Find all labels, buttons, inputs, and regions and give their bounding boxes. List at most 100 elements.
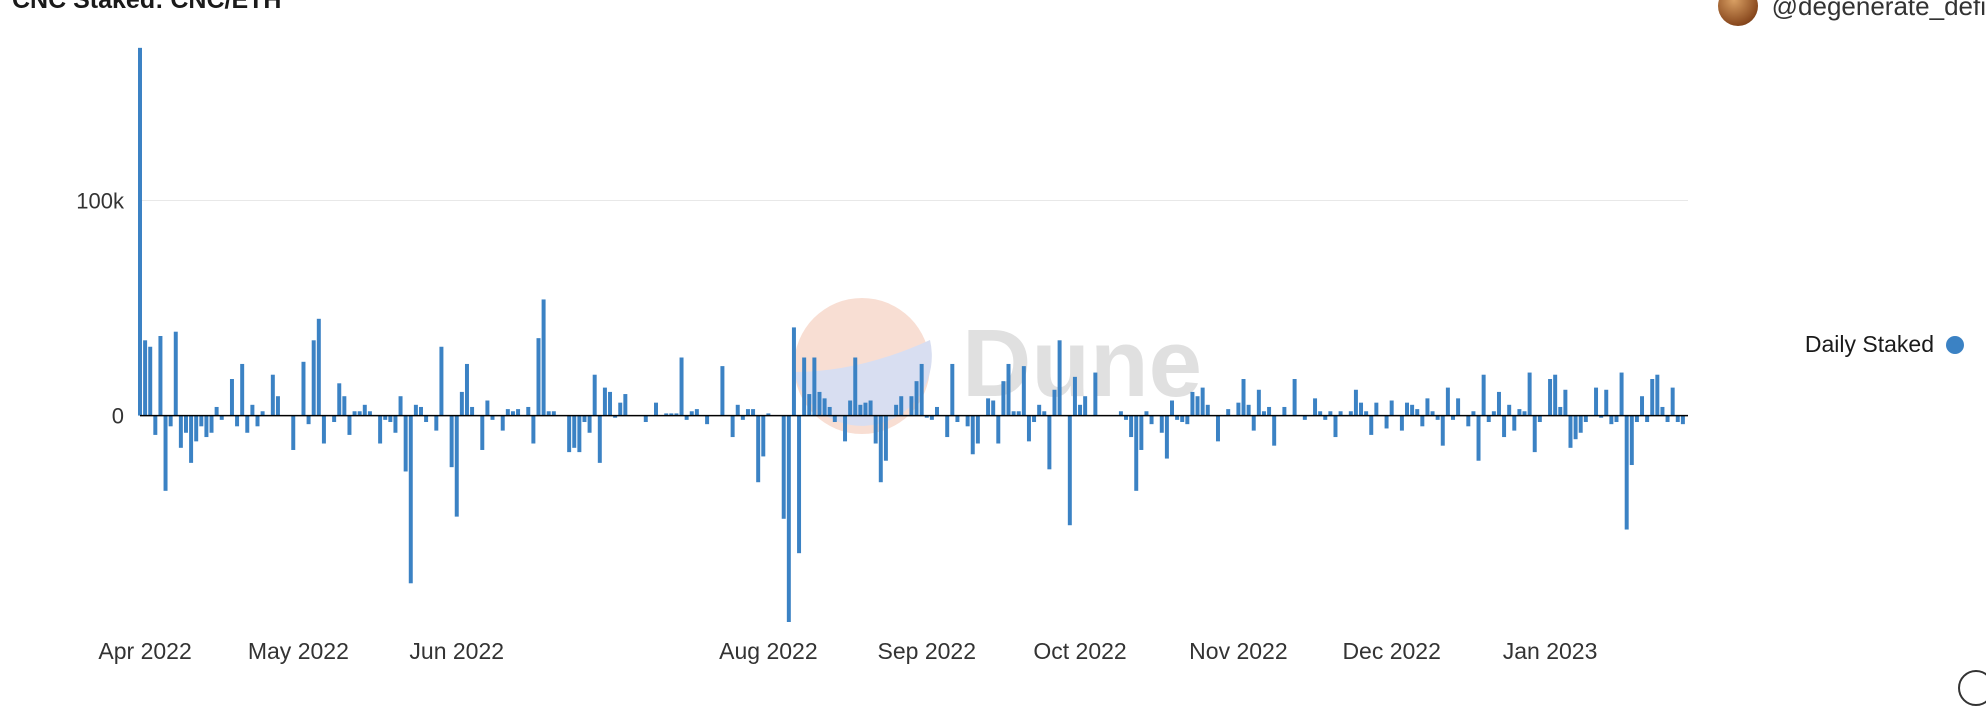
bar[interactable] [1502, 415, 1507, 438]
bar[interactable] [1440, 415, 1445, 446]
bar[interactable] [158, 336, 163, 416]
bar[interactable] [894, 404, 899, 416]
bar[interactable] [1093, 372, 1098, 416]
bar[interactable] [178, 415, 183, 448]
bar[interactable] [541, 299, 546, 416]
bar[interactable] [791, 327, 796, 416]
bar[interactable] [148, 346, 153, 416]
bar[interactable] [255, 415, 260, 427]
bar[interactable] [1435, 415, 1440, 420]
bar[interactable] [1634, 415, 1639, 423]
bar[interactable] [531, 415, 536, 444]
bar[interactable] [1032, 415, 1037, 423]
bar[interactable] [848, 400, 853, 416]
bar[interactable] [827, 406, 832, 416]
bar[interactable] [766, 413, 771, 416]
bar[interactable] [1655, 374, 1660, 416]
bar[interactable] [408, 415, 413, 584]
bar[interactable] [439, 346, 444, 416]
bar[interactable] [1175, 415, 1180, 420]
legend[interactable]: Daily Staked [1805, 331, 1964, 358]
bar[interactable] [1527, 372, 1532, 416]
bar[interactable] [1323, 415, 1328, 420]
bar[interactable] [1619, 372, 1624, 416]
bar[interactable] [577, 415, 582, 453]
bar[interactable] [199, 415, 204, 427]
bar[interactable] [1532, 415, 1537, 453]
bar[interactable] [863, 402, 868, 416]
bar[interactable] [1456, 398, 1461, 416]
bar[interactable] [975, 415, 980, 444]
check-icon[interactable] [1958, 670, 1986, 706]
bar[interactable] [1134, 415, 1139, 491]
bar[interactable] [1052, 389, 1057, 416]
bar[interactable] [1118, 411, 1123, 416]
bar[interactable] [812, 357, 817, 416]
bar[interactable] [1185, 415, 1190, 425]
legend-label-daily-staked[interactable]: Daily Staked [1804, 331, 1934, 357]
bar[interactable] [899, 396, 904, 416]
bar[interactable] [1333, 415, 1338, 438]
bar[interactable] [1047, 415, 1052, 470]
bar[interactable] [1384, 415, 1389, 429]
bar[interactable] [950, 363, 955, 416]
bar[interactable] [1037, 404, 1042, 416]
bar[interactable] [935, 406, 939, 416]
bar[interactable] [1405, 402, 1409, 416]
bar[interactable] [403, 415, 408, 472]
bar[interactable] [1645, 415, 1650, 423]
bar[interactable] [608, 391, 613, 416]
bar[interactable] [419, 406, 423, 416]
bar[interactable] [996, 415, 1001, 444]
bar[interactable] [1537, 415, 1542, 423]
bar[interactable] [526, 406, 531, 416]
bar[interactable] [1629, 415, 1634, 466]
bar[interactable] [1415, 409, 1420, 416]
bar[interactable] [229, 379, 234, 416]
bar[interactable] [1568, 415, 1573, 448]
bar[interactable] [674, 413, 679, 416]
bar[interactable] [1364, 411, 1369, 416]
bar[interactable] [311, 340, 316, 416]
bar[interactable] [1246, 404, 1251, 416]
bar[interactable] [664, 413, 669, 416]
bar[interactable] [1139, 415, 1144, 450]
bar[interactable] [352, 411, 357, 416]
bar[interactable] [393, 415, 398, 433]
bar[interactable] [388, 415, 393, 423]
bar[interactable] [924, 415, 929, 418]
bar[interactable] [797, 415, 802, 554]
bar[interactable] [843, 415, 848, 442]
bar[interactable] [449, 415, 454, 468]
bar[interactable] [883, 415, 888, 461]
bar[interactable] [1430, 411, 1435, 416]
bar[interactable] [1481, 374, 1486, 416]
bar[interactable] [1328, 411, 1333, 416]
bar[interactable] [1078, 404, 1083, 416]
bar[interactable] [878, 415, 883, 483]
bar[interactable] [582, 415, 587, 423]
bar[interactable] [459, 391, 464, 416]
bar[interactable] [1256, 389, 1261, 416]
bar[interactable] [735, 404, 740, 416]
bar[interactable] [654, 402, 658, 416]
bar[interactable] [316, 318, 321, 416]
bar[interactable] [679, 357, 684, 416]
bar[interactable] [1476, 415, 1481, 461]
bar[interactable] [367, 411, 372, 416]
bar[interactable] [362, 404, 367, 416]
bar[interactable] [1042, 411, 1047, 416]
bar[interactable] [516, 409, 521, 416]
bar[interactable] [1200, 387, 1205, 416]
bar[interactable] [306, 415, 311, 425]
bar[interactable] [546, 411, 551, 416]
bar[interactable] [332, 415, 337, 423]
bar[interactable] [991, 400, 996, 416]
bar[interactable] [153, 415, 158, 435]
bar[interactable] [240, 363, 245, 416]
bar[interactable] [1129, 415, 1134, 438]
bar[interactable] [1491, 411, 1496, 416]
bar[interactable] [505, 409, 510, 416]
bar[interactable] [1215, 415, 1220, 442]
bar[interactable] [643, 415, 648, 423]
